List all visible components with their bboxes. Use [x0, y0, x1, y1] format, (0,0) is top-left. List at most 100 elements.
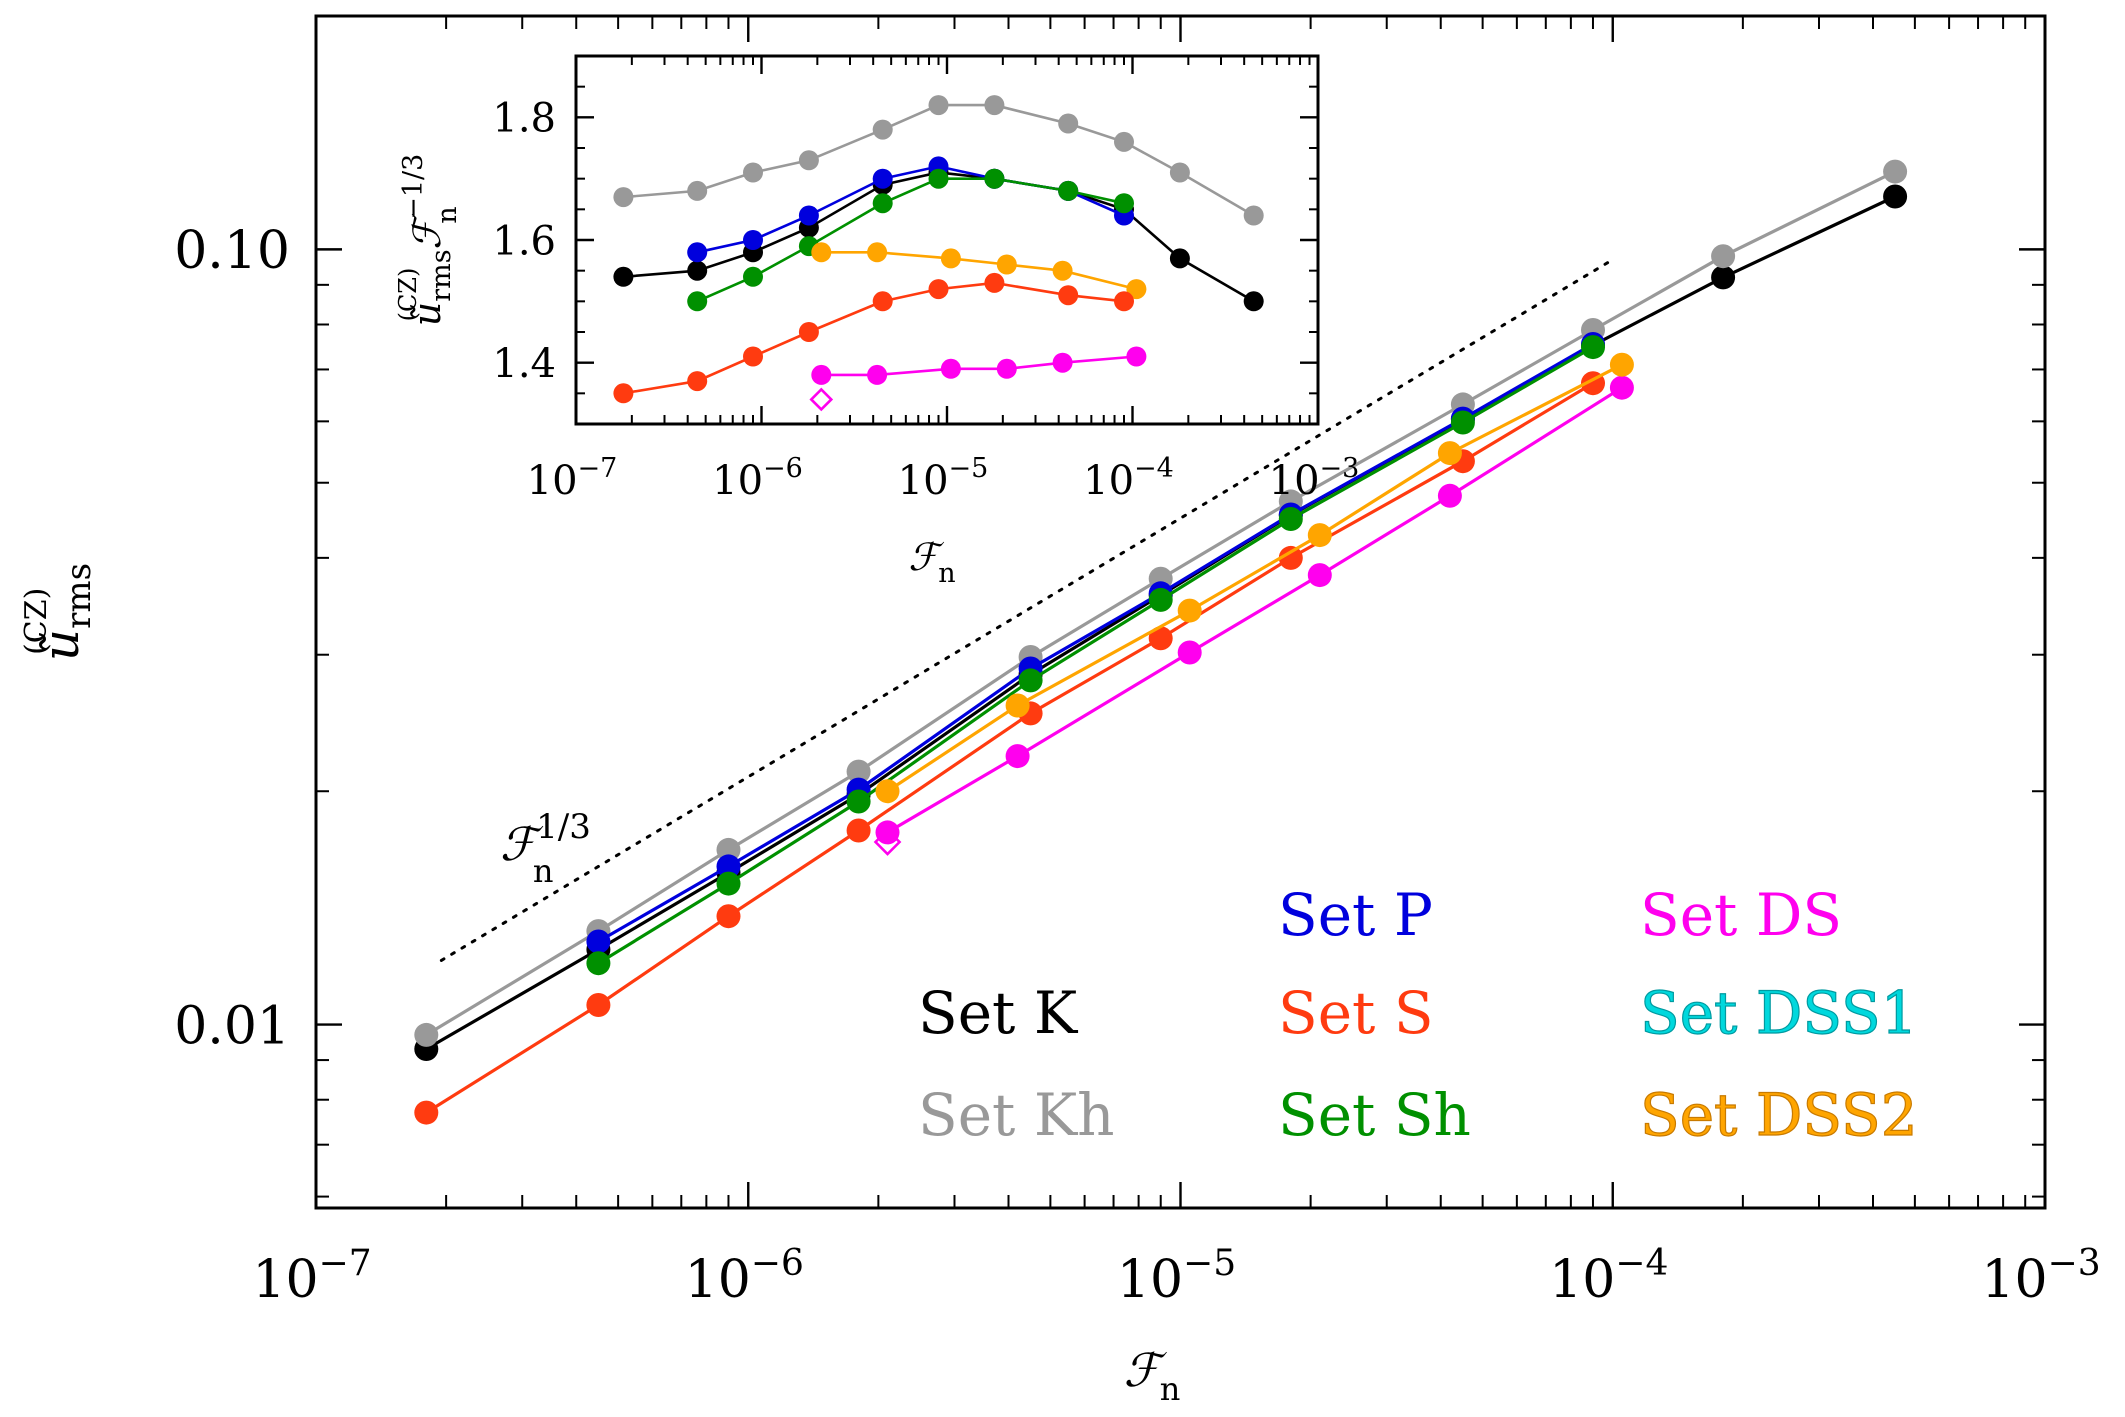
inset-data-point-set-sh: [687, 291, 708, 312]
inset-data-point-set-p: [872, 168, 893, 189]
inset-data-point-set-k: [613, 266, 634, 287]
main-series-set-sh: [586, 335, 1605, 976]
main-data-point-set-sh: [1018, 668, 1043, 693]
main-data-point-set-dss2: [875, 779, 900, 804]
main-data-point-set-ds: [1177, 640, 1202, 665]
inset-data-point-set-kh: [1169, 162, 1190, 183]
inset-data-point-set-ds: [867, 364, 888, 385]
main-plot-frame: [314, 14, 2047, 1210]
main-data-point-set-p: [586, 929, 611, 954]
main-y-axis-label-sup: (CZ): [19, 588, 54, 655]
inset-x-tick-label: 10−4: [1083, 453, 1174, 504]
inset-data-point-set-k: [1243, 291, 1264, 312]
inset-data-point-set-sh: [1058, 180, 1079, 201]
main-data-point-set-dss2: [1437, 441, 1462, 466]
inset-data-point-set-kh: [1114, 131, 1134, 152]
inset-data-point-set-k: [1169, 248, 1190, 269]
inset-series-set-dss2: [811, 242, 1147, 300]
inset-series-set-s: [613, 272, 1134, 404]
reference-line-label-sub: n: [533, 852, 554, 890]
main-x-tick-label: 10−4: [1549, 1243, 1668, 1310]
main-data-point-set-kh: [414, 1022, 439, 1047]
inset-data-point-set-p: [743, 230, 763, 250]
main-data-point-set-kh: [1711, 244, 1736, 269]
main-open-diamond-marker: [873, 828, 902, 856]
main-y-axis-label-symbol: ũ: [32, 629, 90, 661]
main-data-point-set-kh: [1883, 159, 1908, 184]
main-data-point-set-sh: [846, 789, 871, 814]
inset-y-axis-label-factor-sub: n: [432, 206, 463, 223]
reference-line-label: ℱ1/3 n: [500, 807, 591, 890]
inset-y-tick-label: 1.4: [492, 341, 556, 387]
inset-data-point-set-sh: [984, 168, 1005, 189]
reference-slope-line: [439, 258, 1615, 962]
legend-entry-set-p: Set P: [1278, 881, 1433, 949]
inset-data-point-set-dss2: [996, 254, 1017, 275]
main-data-point-set-s: [846, 818, 871, 843]
inset-data-point-set-kh: [1243, 205, 1264, 226]
inset-data-point-set-s: [928, 279, 949, 300]
legend-entry-set-k: Set K: [918, 979, 1079, 1047]
inset-data-point-set-kh: [984, 95, 1005, 116]
main-axis-ticks: [314, 15, 2047, 1208]
inset-plot-frame: [574, 54, 1320, 426]
main-data-point-set-p: [716, 854, 741, 879]
main-data-point-set-ds: [1005, 744, 1030, 769]
main-data-point-set-sh: [1450, 410, 1475, 435]
main-data-point-set-sh: [1581, 335, 1605, 360]
inset-data-point-set-p: [687, 242, 708, 263]
inset-data-point-set-s: [798, 322, 819, 342]
inset-data-point-set-dss2: [1052, 260, 1073, 281]
inset-x-tick-label: 10−6: [712, 453, 803, 504]
inset-tick-labels: 10−7 10−6 10−5 10−4 10−3 1.4 1.6 1.8: [492, 96, 1359, 504]
legend-entry-set-dss1: Set DSS1: [1640, 979, 1918, 1047]
main-x-tick-label: 10−3: [1981, 1243, 2100, 1310]
inset-y-tick-label: 1.6: [492, 218, 556, 264]
inset-x-tick-label: 10−7: [527, 453, 618, 504]
inset-data-point-set-s: [613, 383, 634, 404]
inset-data-point-set-sh: [928, 168, 949, 189]
main-y-axis-label-sub: rms: [59, 563, 99, 629]
inset-data-point-set-ds: [811, 364, 832, 385]
main-data-point-set-dss2: [1005, 693, 1030, 718]
inset-data-point-set-sh: [872, 193, 893, 214]
inset-data-point-set-kh: [743, 162, 763, 183]
main-data-point-set-dss2: [1177, 598, 1202, 623]
inset-data-point-set-sh: [743, 266, 763, 287]
main-x-axis-label-sub: n: [1160, 1370, 1181, 1408]
inset-y-axis-label-factor-sup: −1/3: [398, 154, 429, 220]
main-data-point-set-ds: [1609, 375, 1634, 400]
main-data-point-set-dss2: [1307, 523, 1332, 548]
inset-series-set-sh: [687, 168, 1134, 312]
main-data-point-set-sh: [716, 871, 741, 896]
inset-data-point-set-s: [1058, 285, 1079, 306]
inset-data-point-set-s: [687, 371, 708, 392]
main-data-point-set-sh: [586, 951, 611, 976]
main-reference-line: [439, 258, 1615, 962]
main-series-line-set-p: [597, 342, 1594, 943]
main-y-axis-label: ũrms(CZ): [19, 563, 99, 661]
main-data-point-set-ds: [1437, 483, 1462, 508]
inset-data-point-set-s: [872, 291, 893, 312]
legend-entry-set-sh: Set Sh: [1278, 1081, 1471, 1149]
legend-entry-set-ds: Set DS: [1640, 881, 1842, 949]
main-y-tick-label: 0.10: [174, 221, 290, 281]
main-series-set-dss2: [875, 352, 1634, 804]
inset-data-point-set-s: [1114, 291, 1134, 312]
main-y-tick-label: 0.01: [174, 996, 290, 1056]
inset-y-axis-label-sup: (CZ): [394, 268, 422, 322]
main-series-line-set-dss2: [886, 363, 1623, 793]
main-data-point-set-sh: [1148, 587, 1173, 612]
inset-data-point-set-ds: [940, 358, 961, 379]
inset-data-point-set-dss2: [1126, 279, 1147, 300]
inset-data-point-set-ds: [1126, 346, 1147, 367]
inset-data-point-set-k: [687, 260, 708, 281]
main-data-point-set-s: [1278, 545, 1303, 570]
main-series: [414, 159, 1908, 1125]
reference-line-label-sup: 1/3: [536, 807, 591, 847]
inset-x-tick-label: 10−5: [898, 453, 989, 504]
inset-data-point-set-kh: [1058, 113, 1079, 134]
main-data-point-set-sh: [1278, 507, 1303, 531]
legend-entry-set-dss2: Set DSS2: [1640, 1081, 1918, 1149]
main-data-point-set-ds: [875, 820, 900, 845]
